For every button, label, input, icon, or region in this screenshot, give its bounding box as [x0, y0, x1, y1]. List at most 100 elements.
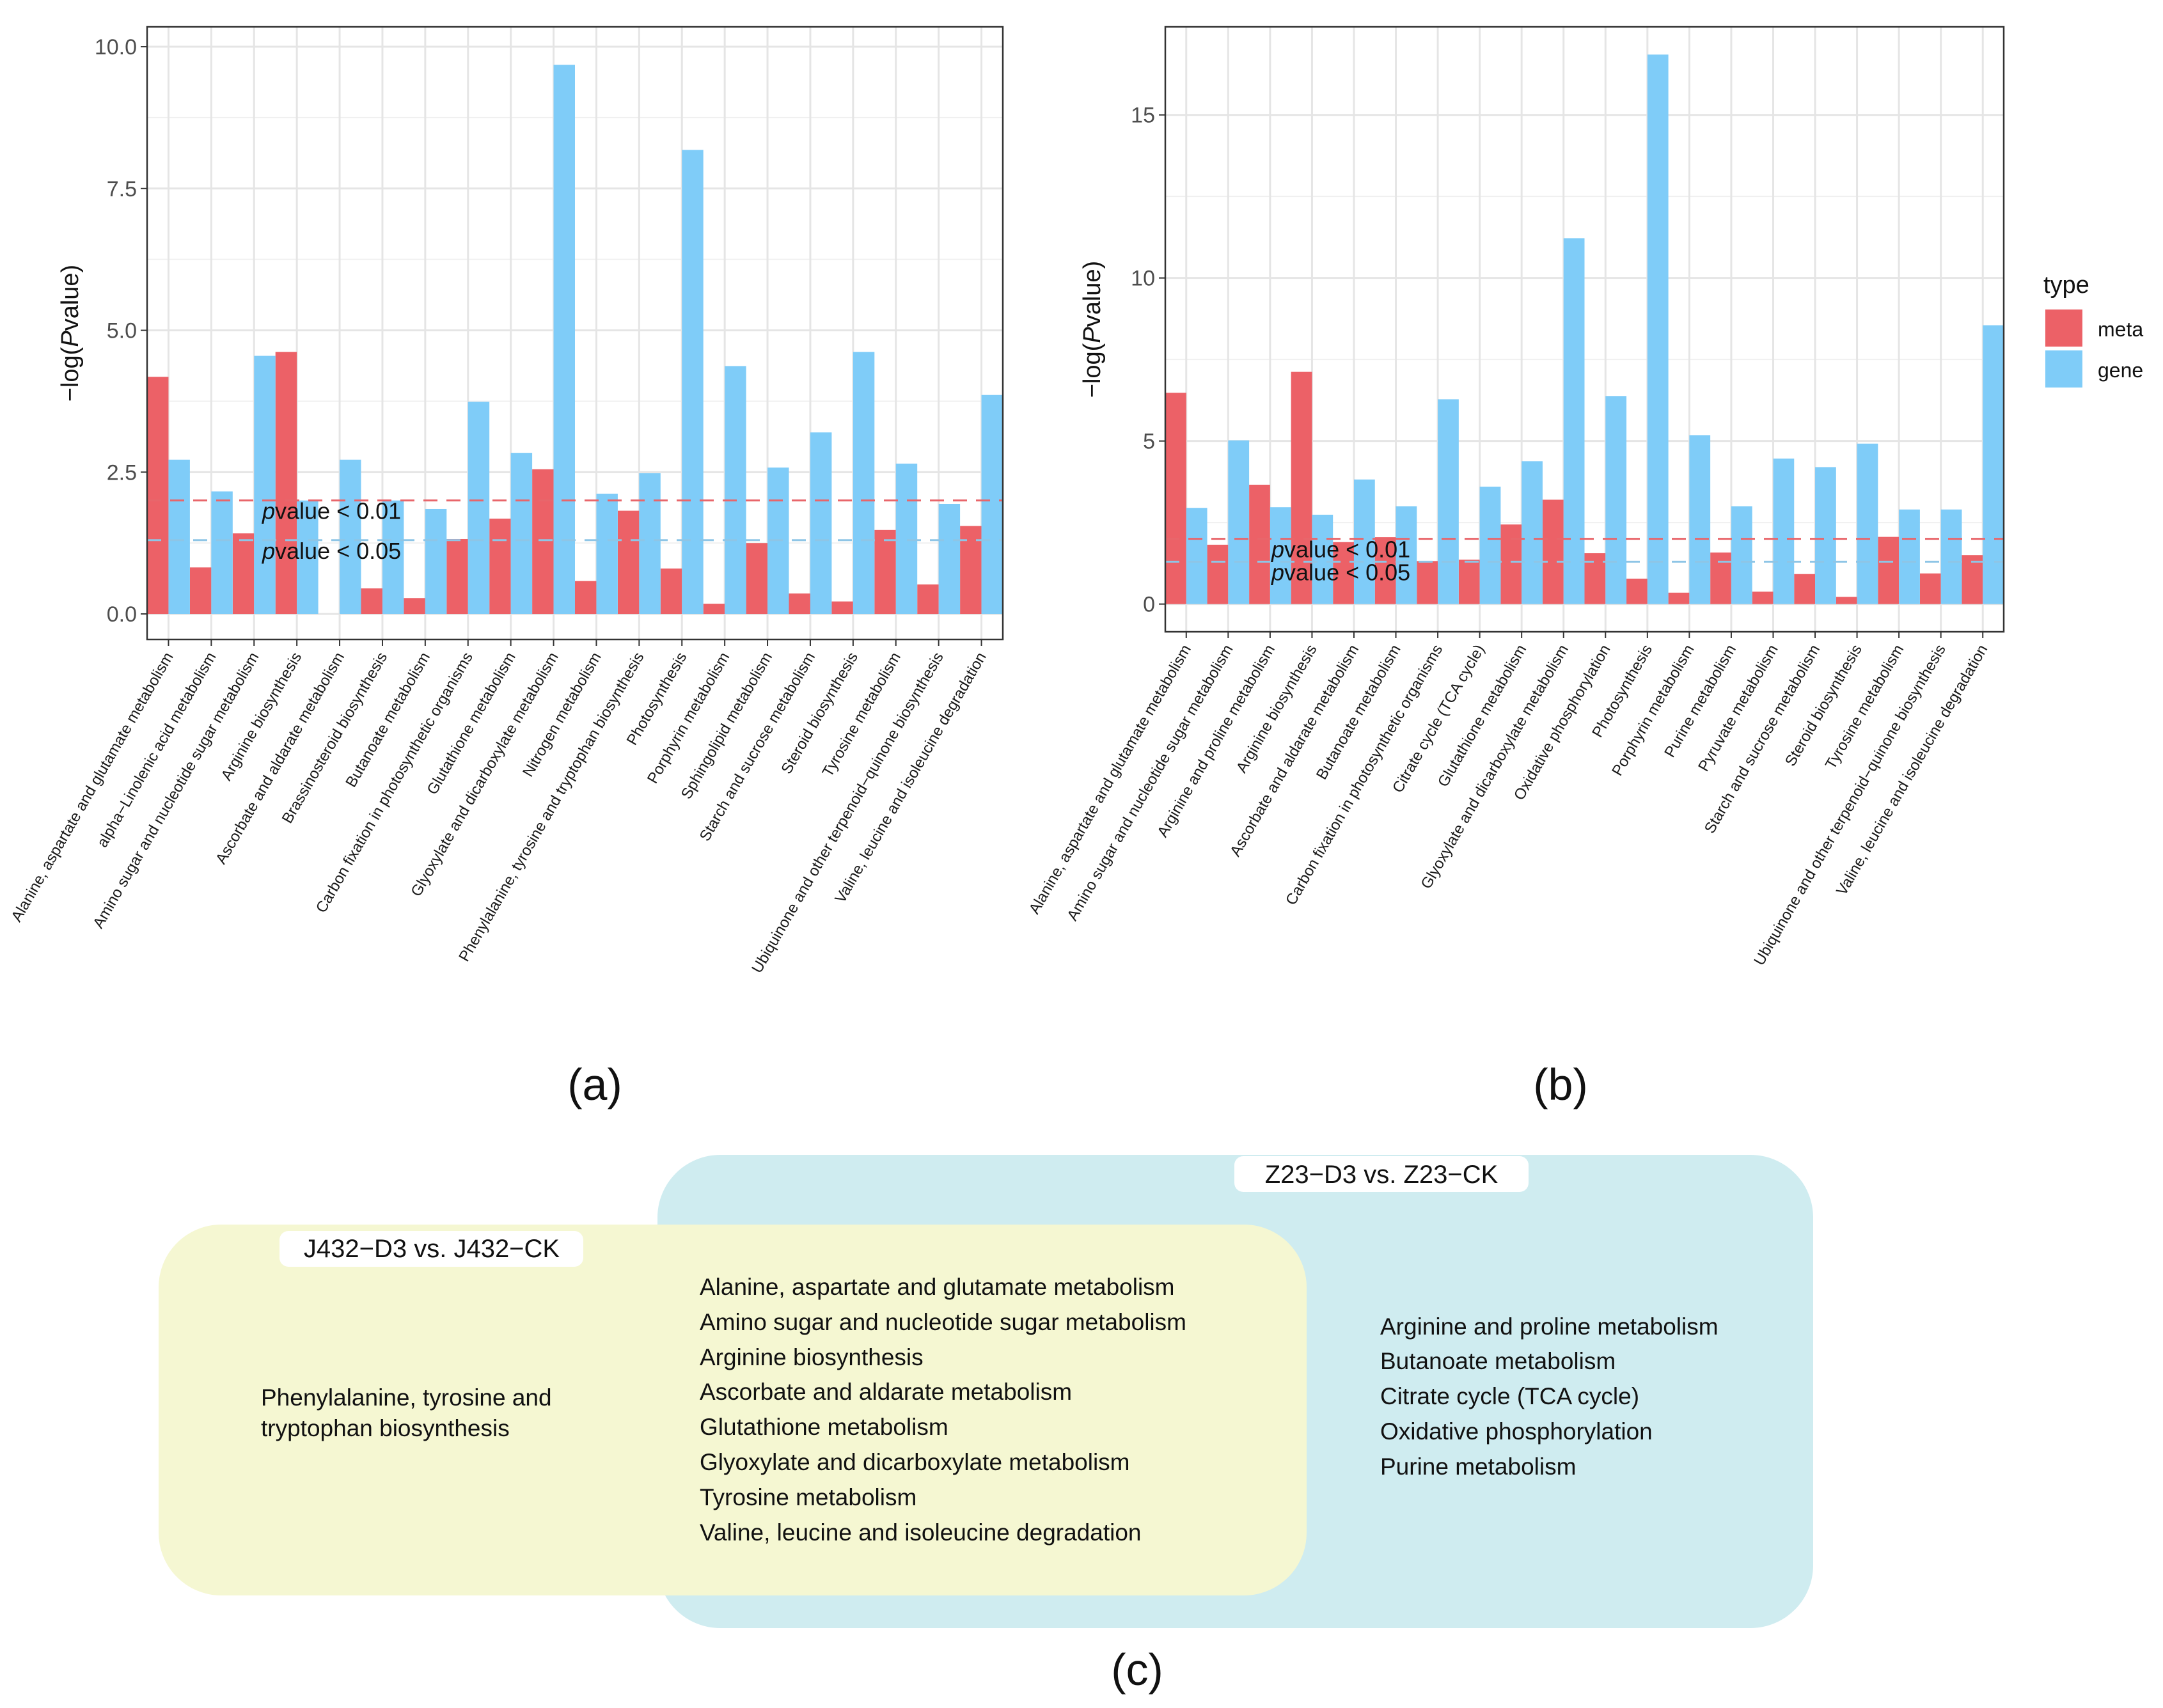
bar-meta — [1417, 561, 1438, 604]
bar-gene — [596, 494, 618, 615]
legend-label-meta: meta — [2098, 318, 2143, 341]
x-tick-label: Carbon fixation in photosynthetic organi… — [1282, 642, 1446, 909]
bar-gene — [1983, 325, 2004, 604]
bar-meta — [189, 567, 212, 615]
bar-gene — [425, 508, 447, 615]
venn-shared-item: Tyrosine metabolism — [700, 1484, 916, 1510]
bar-meta — [1458, 560, 1480, 604]
x-tick-label: Porphyrin metabolism — [644, 650, 733, 787]
bar-meta — [1962, 555, 1983, 604]
bar-meta — [746, 543, 768, 615]
venn-left-title-bg — [279, 1231, 583, 1267]
panel-caption: (b) — [1533, 1060, 1588, 1109]
venn-shared-item: Glyoxylate and dicarboxylate metabolism — [700, 1449, 1130, 1475]
bar-gene — [382, 500, 404, 615]
bar-meta — [1374, 537, 1396, 604]
bar-gene — [981, 395, 1003, 615]
venn-left-item: Phenylalanine, tyrosine and — [261, 1384, 552, 1411]
venn-right-item: Oxidative phosphorylation — [1380, 1418, 1653, 1445]
bar-meta — [147, 377, 169, 615]
bar-gene — [297, 500, 319, 615]
venn-shared-item: Ascorbate and aldarate metabolism — [700, 1379, 1072, 1405]
bar-meta — [1165, 393, 1186, 604]
caption-c: (c) — [1111, 1645, 1163, 1695]
x-tick-label: Amino sugar and nucleotide sugar metabol… — [1064, 642, 1236, 924]
x-tick-label: Tyrosine metabolism — [819, 650, 904, 780]
bar-meta — [1794, 574, 1816, 604]
x-tick-label: Alanine, aspartate and glutamate metabol… — [1026, 641, 1195, 917]
y-tick-label: 7.5 — [107, 177, 137, 201]
legend-swatch-gene — [2045, 350, 2082, 388]
bar-gene — [810, 432, 832, 615]
y-tick-label: 0 — [1143, 593, 1155, 617]
legend: type meta gene — [2043, 272, 2143, 388]
bar-gene — [682, 150, 704, 615]
bar-gene — [895, 464, 918, 615]
venn-right-item: Arginine and proline metabolism — [1380, 1313, 1719, 1340]
x-tick-label: Butanoate metabolism — [342, 650, 434, 790]
chart-panel-a: 0.0 2.5 5.0 7.5 10.0 pvalue < 0.01 pvalue < 0.… — [8, 26, 1004, 1109]
bar-gene — [725, 366, 746, 615]
y-tick-label: 5.0 — [107, 319, 137, 343]
bar-meta — [446, 538, 468, 615]
bar-gene — [1605, 396, 1627, 604]
bar-gene — [938, 503, 961, 615]
bar-gene — [1312, 514, 1333, 604]
bar-gene — [1647, 54, 1669, 604]
bar-meta — [275, 352, 297, 615]
x-tick-label: Porphyrin metabolism — [1608, 642, 1697, 779]
plot-border — [146, 26, 1004, 641]
bar-gene — [1186, 508, 1207, 604]
bar-gene — [1773, 458, 1795, 604]
bar-meta — [232, 533, 255, 615]
plot-border — [1164, 26, 2005, 633]
bar-meta — [1291, 372, 1312, 604]
bar-meta — [404, 598, 425, 615]
bar-meta — [1752, 592, 1774, 604]
venn-left-title: J432−D3 vs. J432−CK — [304, 1235, 560, 1263]
bar-meta — [1836, 597, 1857, 604]
bar-meta — [1878, 537, 1900, 604]
x-tick-label: Alanine, aspartate and glutamate metabol… — [8, 650, 177, 925]
y-axis-title: −log(Pvalue) — [1079, 261, 1106, 398]
bar-gene — [553, 65, 575, 615]
venn-right-title: Z23−D3 vs. Z23−CK — [1265, 1161, 1498, 1189]
bar-gene — [254, 356, 276, 615]
x-tick-label: Steroid biosynthesis — [778, 650, 861, 778]
bar-gene — [853, 352, 875, 615]
x-tick-label: Amino sugar and nucleotide sugar metabol… — [90, 650, 262, 932]
bar-gene — [1689, 435, 1711, 604]
venn-shared-item: Valine, leucine and isoleucine degradati… — [700, 1519, 1141, 1546]
bar-meta — [1207, 544, 1229, 604]
bar-gene — [1857, 443, 1878, 604]
bar-meta — [831, 601, 853, 615]
x-tick-label: Arginine biosynthesis — [218, 650, 306, 784]
bar-gene — [1731, 506, 1752, 604]
bar-meta — [1500, 524, 1522, 604]
bar-meta — [1542, 499, 1564, 604]
bar-meta — [1710, 552, 1731, 604]
legend-label-gene: gene — [2098, 359, 2143, 382]
bar-meta — [489, 519, 511, 615]
y-tick-label: 5 — [1143, 430, 1155, 454]
venn-right-set — [657, 1155, 1813, 1628]
threshold-label: pvalue < 0.01 — [262, 498, 401, 524]
bar-meta — [1249, 485, 1270, 604]
bar-meta — [1668, 592, 1690, 604]
bar-gene — [510, 453, 533, 615]
bar-gene — [340, 459, 361, 615]
bar-gene — [1815, 467, 1836, 604]
venn-right-title-bg — [1234, 1156, 1529, 1192]
bar-gene — [1479, 487, 1501, 604]
panel-caption: (a) — [567, 1060, 622, 1109]
y-tick-label: 2.5 — [107, 460, 137, 485]
bar-gene — [211, 491, 233, 615]
y-tick-label: 10.0 — [95, 35, 137, 59]
venn-left-set — [159, 1225, 1307, 1595]
bar-gene — [1522, 461, 1543, 604]
venn-shared-item: Amino sugar and nucleotide sugar metabol… — [700, 1309, 1186, 1335]
bar-gene — [1353, 479, 1375, 604]
bar-meta — [361, 588, 382, 615]
